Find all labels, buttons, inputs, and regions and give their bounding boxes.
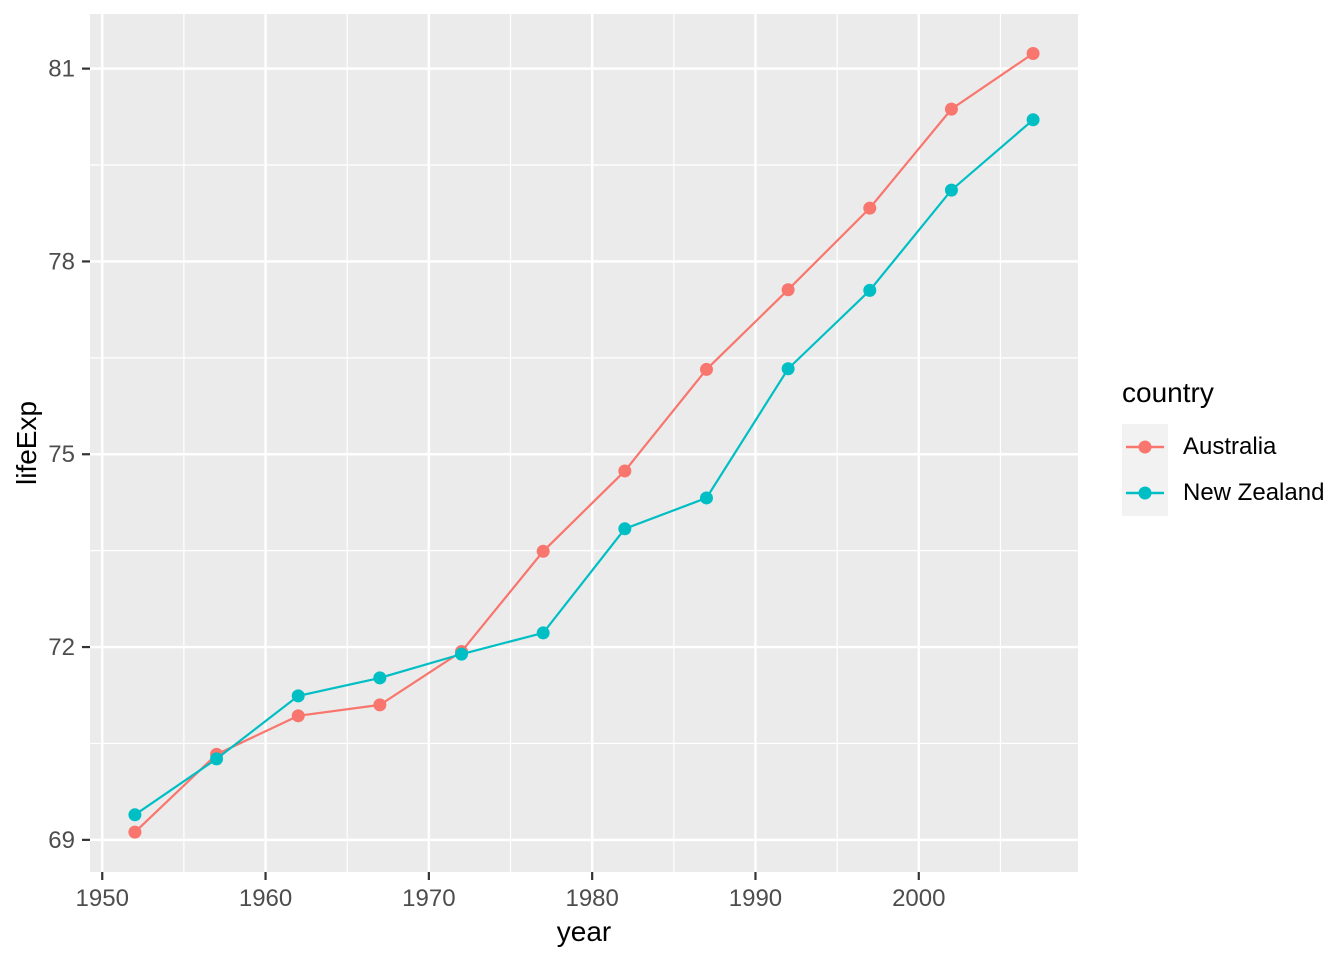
series-line-new-zealand [134, 118, 1034, 816]
data-point-new-zealand [944, 183, 958, 197]
y-tick-label: 69 [48, 827, 75, 854]
data-point-australia [373, 698, 387, 712]
data-point-new-zealand [455, 647, 469, 661]
y-axis-title: lifeExp [11, 400, 42, 486]
data-point-australia [291, 709, 305, 723]
legend-entry-australia: Australia [1122, 424, 1324, 470]
y-tick-label: 75 [48, 441, 75, 468]
y-tick-label: 81 [48, 56, 75, 83]
data-point-australia [699, 362, 713, 376]
legend-key-glyph-icon [1126, 486, 1164, 500]
data-point-australia [781, 283, 795, 297]
y-tick-label: 78 [48, 248, 75, 275]
x-tick-label: 2000 [892, 885, 945, 912]
x-axis-title: year [556, 916, 612, 947]
data-point-new-zealand [781, 362, 795, 376]
data-point-australia [536, 544, 550, 558]
data-point-australia [618, 464, 632, 478]
data-point-new-zealand [373, 671, 387, 685]
series-line-australia [134, 52, 1034, 833]
data-point-new-zealand [291, 689, 305, 703]
data-point-new-zealand [210, 752, 224, 766]
data-point-new-zealand [536, 626, 550, 640]
data-point-new-zealand [863, 283, 877, 297]
data-point-new-zealand [1026, 113, 1040, 127]
x-tick-label: 1990 [729, 885, 782, 912]
x-tick-label: 1970 [402, 885, 455, 912]
data-point-australia [944, 102, 958, 116]
legend-key-glyph-icon [1126, 440, 1164, 454]
data-point-australia [1026, 47, 1040, 61]
x-tick-label: 1960 [239, 885, 292, 912]
legend-title: country [1122, 377, 1214, 408]
x-tick-label: 1980 [565, 885, 618, 912]
legend-label-australia: Australia [1183, 433, 1277, 460]
legend-key-australia [1122, 424, 1168, 470]
x-tick-label: 1950 [76, 885, 129, 912]
data-point-australia [128, 825, 142, 839]
data-point-new-zealand [128, 808, 142, 822]
legend: country Australia New Zealand [1122, 379, 1324, 516]
legend-key-new-zealand [1122, 470, 1168, 516]
data-point-new-zealand [699, 491, 713, 505]
y-tick-label: 72 [48, 634, 75, 661]
legend-entry-new-zealand: New Zealand [1122, 470, 1324, 516]
data-point-australia [863, 201, 877, 215]
data-point-new-zealand [618, 522, 632, 536]
legend-label-new-zealand: New Zealand [1183, 479, 1325, 506]
